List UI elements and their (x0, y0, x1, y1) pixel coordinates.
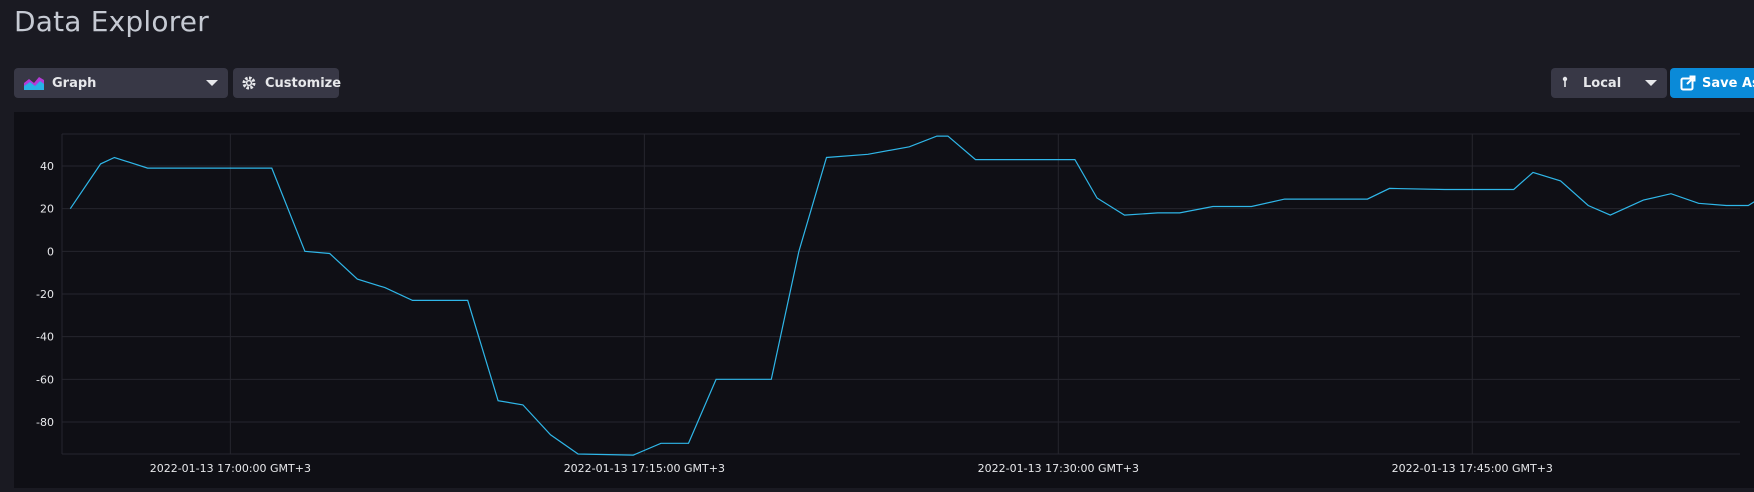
y-tick-label: 20 (40, 203, 54, 216)
customize-label: Customize (265, 75, 342, 91)
timezone-dropdown[interactable]: Local (1551, 68, 1667, 98)
series-line (69, 135, 1754, 456)
y-tick-label: -40 (36, 331, 54, 344)
x-tick-label: 2022-01-13 17:15:00 GMT+3 (564, 462, 725, 475)
timezone-label: Local (1583, 75, 1622, 91)
export-icon (1680, 75, 1696, 91)
graph-panel: 40 20 0 -20 -40 -60 -80 2022-01-13 17:00:00 GMT… (14, 112, 1754, 488)
gear-icon (241, 75, 257, 91)
chevron-down-icon (206, 80, 218, 86)
y-tick-label: -80 (36, 416, 54, 429)
x-tick-label: 2022-01-13 17:00:00 GMT+3 (150, 462, 311, 475)
y-tick-label: -60 (36, 373, 54, 386)
chevron-down-icon (1645, 80, 1657, 86)
x-tick-label: 2022-01-13 17:45:00 GMT+3 (1392, 462, 1553, 475)
graph-type-label: Graph (52, 75, 97, 91)
line-chart: 40 20 0 -20 -40 -60 -80 2022-01-13 17:00:00 GMT… (36, 133, 1754, 475)
graph-type-icon (24, 76, 44, 90)
x-tick-label: 2022-01-13 17:30:00 GMT+3 (978, 462, 1139, 475)
customize-button[interactable]: Customize (233, 68, 342, 98)
y-tick-label: -20 (36, 288, 54, 301)
y-tick-label: 0 (47, 245, 54, 258)
page-title: Data Explorer (14, 5, 209, 38)
pin-icon (1559, 76, 1571, 90)
y-tick-label: 40 (40, 160, 54, 173)
graph-type-dropdown[interactable]: Graph (14, 68, 228, 98)
save-as-label: Save As (1702, 75, 1754, 91)
save-as-button[interactable]: Save As (1670, 68, 1754, 98)
